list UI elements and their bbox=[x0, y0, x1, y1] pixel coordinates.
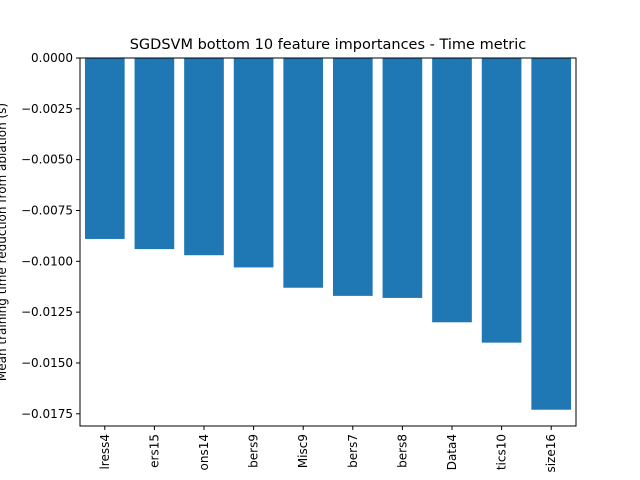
y-tick-label: −0.0075 bbox=[21, 203, 73, 217]
bar-bers8 bbox=[382, 58, 423, 298]
bar-ons14 bbox=[184, 58, 224, 256]
x-tick-label: lress4 bbox=[98, 434, 112, 470]
x-tick-label: Misc9 bbox=[296, 434, 310, 468]
y-tick-label: −0.0025 bbox=[21, 102, 73, 116]
y-axis-label: Mean training time reduction from ablati… bbox=[0, 103, 9, 381]
bar-bers9 bbox=[233, 58, 274, 268]
y-tick-label: −0.0125 bbox=[21, 305, 73, 319]
y-tick-label: 0.0000 bbox=[31, 51, 73, 65]
bars-group bbox=[84, 58, 572, 410]
bar-Data4 bbox=[432, 58, 472, 323]
x-tick-label: tics10 bbox=[495, 434, 509, 470]
x-tick-label: bers7 bbox=[346, 434, 360, 468]
x-axis: lress4 ers15 ons14 bers9 Misc9 bers7 bers8 Data… bbox=[98, 426, 558, 473]
x-tick-label: ons14 bbox=[197, 434, 211, 470]
bar-tics10 bbox=[481, 58, 522, 343]
bar-ers15 bbox=[134, 58, 175, 250]
plot-frame bbox=[79, 57, 577, 427]
chart-title: SGDSVM bottom 10 feature importances - T… bbox=[130, 37, 527, 53]
x-tick-label: ers15 bbox=[147, 434, 161, 468]
x-tick-label: bers8 bbox=[395, 434, 409, 468]
bar-size16 bbox=[531, 58, 572, 410]
x-tick-label: bers9 bbox=[247, 434, 261, 468]
y-tick-label: −0.0100 bbox=[21, 254, 73, 268]
x-tick-label: size16 bbox=[544, 434, 558, 473]
bar-Misc9 bbox=[283, 58, 324, 288]
y-tick-label: −0.0150 bbox=[21, 356, 73, 370]
y-axis: 0.0000 −0.0025 −0.0050 −0.0075 −0.0100 −0.012… bbox=[21, 51, 80, 421]
bar-lress4 bbox=[84, 58, 125, 239]
bar-bers7 bbox=[332, 58, 373, 296]
x-tick-label: Data4 bbox=[445, 434, 459, 470]
y-tick-label: −0.0050 bbox=[21, 153, 73, 167]
y-tick-label: −0.0175 bbox=[21, 407, 73, 421]
